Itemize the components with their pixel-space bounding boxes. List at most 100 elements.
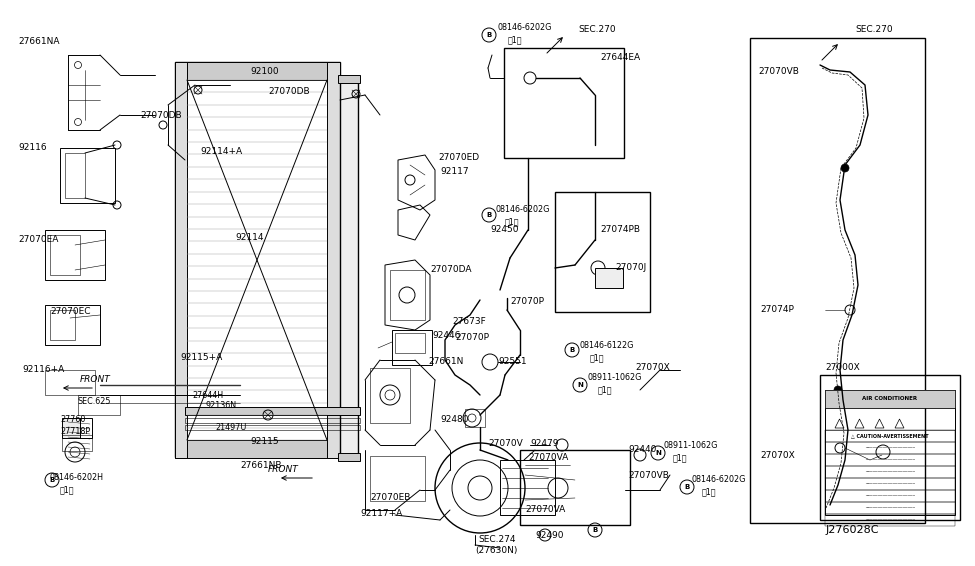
Bar [175, 62, 340, 457]
Text: 27661NA: 27661NA [18, 37, 59, 46]
Text: 92117+A: 92117+A [360, 509, 403, 518]
Text: 92446: 92446 [432, 331, 460, 340]
Bar [62, 418, 80, 438]
Bar [60, 148, 115, 203]
Text: 08911-1062G: 08911-1062G [663, 440, 718, 449]
Bar [50, 235, 80, 275]
Text: 27070V: 27070V [488, 440, 523, 448]
Bar [820, 375, 960, 520]
Text: 27070J: 27070J [615, 264, 646, 272]
Text: 27074PB: 27074PB [600, 225, 640, 234]
Bar [825, 390, 955, 515]
Bar [50, 310, 75, 340]
Bar [825, 502, 955, 514]
Bar [750, 38, 925, 523]
Bar [825, 466, 955, 478]
Text: 92450: 92450 [490, 225, 519, 234]
Text: 08146-6202H: 08146-6202H [50, 474, 104, 482]
Text: ────────────────────: ──────────────────── [865, 494, 915, 498]
Bar [185, 407, 360, 415]
Text: SEC.270: SEC.270 [855, 25, 893, 35]
Text: 27070EB: 27070EB [370, 494, 410, 503]
Text: B: B [50, 477, 55, 483]
Bar [500, 460, 555, 515]
Text: B: B [487, 212, 491, 218]
Bar [185, 418, 360, 423]
Text: 92480: 92480 [440, 415, 469, 424]
Bar [520, 450, 630, 525]
Text: 08146-6202G: 08146-6202G [498, 23, 553, 32]
Text: SEC.274: SEC.274 [478, 535, 516, 544]
Text: 27070VA: 27070VA [525, 505, 566, 514]
Bar [80, 418, 92, 438]
Bar [392, 330, 432, 365]
Text: △ CAUTION-AVERTISSEMENT: △ CAUTION-AVERTISSEMENT [851, 434, 929, 439]
Text: 08146-6122G: 08146-6122G [580, 341, 635, 349]
Circle shape [834, 386, 842, 394]
Bar [390, 270, 425, 320]
Bar [395, 333, 425, 353]
Text: ────────────────────: ──────────────────── [865, 446, 915, 450]
Bar [825, 442, 955, 454]
Text: 27070VA: 27070VA [528, 453, 568, 462]
Text: ────────────────────: ──────────────────── [865, 506, 915, 510]
Text: N: N [655, 450, 661, 456]
Text: ────────────────────: ──────────────────── [865, 470, 915, 474]
Text: 27718P: 27718P [60, 427, 90, 436]
Bar [555, 192, 650, 312]
Text: ────────────────────: ──────────────────── [865, 518, 915, 522]
Circle shape [841, 164, 849, 172]
Bar [825, 514, 955, 526]
Text: 27661N: 27661N [428, 358, 463, 367]
Text: 〈1〉: 〈1〉 [590, 354, 604, 362]
Bar [175, 62, 187, 458]
Text: 92100: 92100 [250, 67, 279, 76]
Text: 92479: 92479 [530, 440, 559, 448]
Bar [825, 390, 955, 408]
Text: B: B [593, 527, 598, 533]
Text: 08146-6202G: 08146-6202G [495, 205, 549, 215]
Bar [825, 478, 955, 490]
Bar [45, 230, 105, 280]
Text: B: B [487, 32, 491, 38]
Text: 27070VB: 27070VB [758, 67, 799, 76]
Bar [338, 453, 360, 461]
Text: ────────────────────: ──────────────────── [865, 482, 915, 486]
Text: 27070EA: 27070EA [18, 235, 58, 245]
Text: 92136N: 92136N [205, 401, 236, 410]
Text: 〈1〉: 〈1〉 [673, 453, 687, 462]
Text: 27070ED: 27070ED [438, 153, 479, 162]
Text: 21497U: 21497U [215, 422, 247, 431]
Text: 27070DB: 27070DB [268, 88, 310, 96]
Text: 〈1〉: 〈1〉 [60, 486, 74, 495]
Text: 92440: 92440 [628, 445, 656, 454]
Text: 92115+A: 92115+A [180, 354, 222, 362]
Text: 92114: 92114 [235, 234, 263, 242]
Text: 27070P: 27070P [455, 333, 489, 342]
Text: 〈1〉: 〈1〉 [505, 217, 520, 226]
Text: 27070X: 27070X [760, 451, 795, 460]
Text: SEC.625: SEC.625 [78, 397, 111, 406]
Text: FRONT: FRONT [268, 465, 298, 474]
Bar [825, 490, 955, 502]
Bar [185, 425, 360, 430]
Text: 92551: 92551 [498, 358, 526, 367]
Text: 〈1〉: 〈1〉 [508, 36, 523, 45]
Bar [825, 430, 955, 442]
Bar [370, 456, 425, 501]
Text: 92114+A: 92114+A [200, 148, 242, 157]
Bar [825, 454, 955, 466]
Text: 27760: 27760 [60, 415, 86, 424]
Text: 27644EA: 27644EA [600, 54, 641, 62]
Text: 92116+A: 92116+A [22, 366, 64, 375]
Text: 27070DA: 27070DA [430, 265, 472, 275]
Text: SEC.270: SEC.270 [578, 25, 615, 35]
Text: 27673F: 27673F [452, 318, 486, 327]
Text: J276028C: J276028C [826, 525, 879, 535]
Text: 〈1〉: 〈1〉 [598, 385, 612, 395]
Text: 27070X: 27070X [635, 363, 670, 372]
Text: B: B [684, 484, 689, 490]
Bar [504, 48, 624, 158]
Text: B: B [569, 347, 574, 353]
Bar [370, 368, 410, 423]
